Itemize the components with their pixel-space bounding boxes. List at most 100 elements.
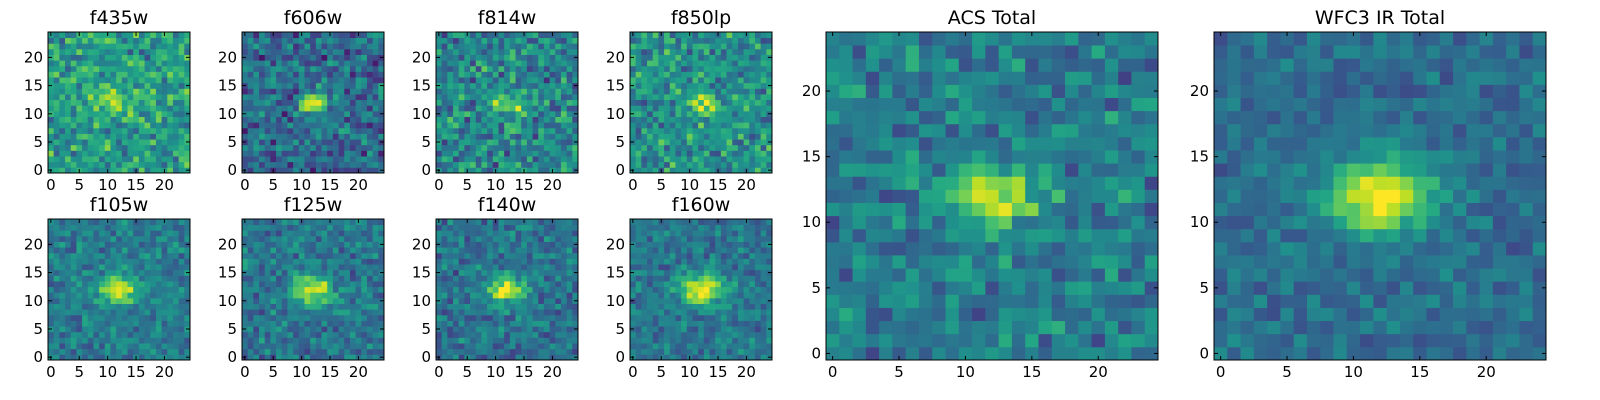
heatmap-cell [178,292,185,299]
heatmap-cell [70,247,77,254]
heatmap-cell [549,105,556,112]
heatmap-cell [332,32,339,39]
heatmap-cell [572,281,579,288]
heatmap-cell [138,286,145,293]
heatmap-cell [264,343,271,350]
heatmap-cell [475,77,482,84]
heatmap-cell [458,258,465,265]
heatmap-cell [453,297,460,304]
heatmap-cell [65,161,72,168]
x-tick-label: 15 [320,176,339,194]
heatmap-cell [298,320,305,327]
heatmap-cell [703,71,710,78]
heatmap-cell [481,37,488,44]
heatmap-cell [121,133,128,140]
heatmap-cell [264,110,271,117]
heatmap-cell [703,309,710,316]
heatmap-cell [515,309,522,316]
heatmap-cell [355,65,362,72]
heatmap-cell [76,281,83,288]
heatmap-cell [458,110,465,117]
heatmap-cell [133,133,140,140]
heatmap-cell [116,43,123,50]
heatmap-cell [675,167,682,174]
heatmap-cell [338,116,345,123]
heatmap-cell [664,88,671,95]
heatmap-cell [247,139,254,146]
heatmap-cell [287,105,294,112]
heatmap-cell [703,354,710,361]
heatmap-cell [65,286,72,293]
heatmap-cell [242,127,249,134]
heatmap-cell [555,43,562,50]
heatmap-cell [470,264,477,271]
heatmap-cell [70,348,77,355]
heatmap-cell [247,144,254,151]
heatmap-cell [155,32,162,39]
heatmap-cell [538,43,545,50]
heatmap-cell [298,43,305,50]
heatmap-cell [652,161,659,168]
heatmap-cell [458,48,465,55]
heatmap-cell [635,354,642,361]
heatmap-cell [703,43,710,50]
heatmap-cell [82,331,89,338]
heatmap-cell [549,230,556,237]
heatmap-cell [498,326,505,333]
heatmap-cell [543,230,550,237]
heatmap-cell [481,32,488,39]
heatmap-cell [560,139,568,146]
heatmap-cell [259,348,266,355]
heatmap-cell [332,219,339,226]
heatmap-cell [515,88,522,95]
heatmap-cell [259,127,266,134]
heatmap-cell [247,297,254,304]
heatmap-cell [253,156,260,163]
x-tick-label: 5 [74,176,84,194]
heatmap-cell [470,99,477,106]
heatmap-cell [253,116,260,123]
heatmap-cell [48,252,55,259]
heatmap-cell [298,60,305,67]
heatmap-cell [754,60,762,67]
heatmap-cell [560,314,568,321]
heatmap-cell [184,286,191,293]
heatmap-cell [144,37,151,44]
heatmap-cell [515,144,522,151]
heatmap-cell [366,343,374,350]
heatmap-cell [464,320,471,327]
heatmap-cell [287,71,294,78]
heatmap-cell [686,326,693,333]
heatmap-cell [669,65,676,72]
heatmap-cell [372,354,379,361]
heatmap-cell [658,105,665,112]
heatmap-cell [726,32,733,39]
heatmap-cell [447,281,454,288]
heatmap-cell [572,286,579,293]
heatmap-cell [315,60,322,67]
heatmap-cell [538,326,545,333]
heatmap-cell [184,122,191,129]
heatmap-cell [133,77,140,84]
heatmap-cell [532,224,539,231]
heatmap-cell [475,264,482,271]
heatmap-cell [521,297,528,304]
heatmap-cell [150,297,157,304]
heatmap-cell [652,94,659,101]
heatmap-cell [242,71,249,78]
heatmap-cell [144,32,151,39]
heatmap-cell [184,264,191,271]
heatmap-cell [447,133,454,140]
heatmap-cell [715,150,722,157]
heatmap-cell [304,326,311,333]
heatmap-cell [270,343,277,350]
heatmap-cell [144,252,151,259]
heatmap-cell [630,99,637,106]
heatmap-cell [264,337,271,344]
heatmap-cell [172,224,180,231]
heatmap-cell [366,219,374,226]
heatmap-cell [276,252,283,259]
heatmap-cell [732,156,739,163]
heatmap-cell [652,354,659,361]
y-tick-label: 15 [412,264,431,282]
